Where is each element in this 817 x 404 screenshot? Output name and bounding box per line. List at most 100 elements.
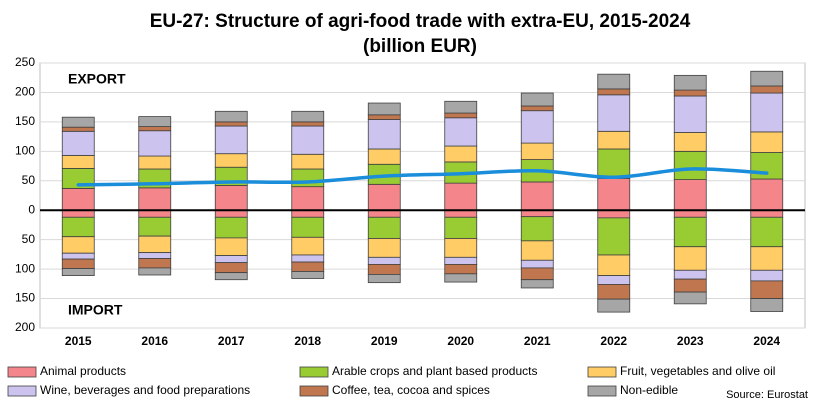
- bar-segment: [597, 178, 631, 211]
- bar-segment: [291, 125, 325, 155]
- bar-segment: [138, 252, 172, 259]
- bar-segment: [750, 246, 784, 271]
- bar-segment: [444, 112, 478, 119]
- bar-segment: [138, 155, 172, 170]
- bar-segment: [673, 150, 707, 180]
- legend-swatch: [7, 366, 37, 378]
- bar-segment: [61, 236, 95, 254]
- bar-segment: [673, 179, 707, 211]
- bar-segment: [138, 187, 172, 211]
- bar-segment: [61, 116, 95, 128]
- bar-segment: [444, 209, 478, 218]
- x-tick-label: 2021: [524, 334, 551, 348]
- x-tick-label: 2016: [141, 334, 168, 348]
- bar-segment: [367, 274, 401, 284]
- legend-label: Arable crops and plant based products: [332, 364, 537, 378]
- bar-segment: [367, 148, 401, 165]
- y-tick-label: 200: [15, 85, 35, 99]
- bar-segment: [750, 298, 784, 312]
- y-tick-label: 250: [15, 55, 35, 69]
- bar-segment: [750, 152, 784, 180]
- bar-segment: [597, 209, 631, 219]
- bar-segment: [61, 252, 95, 260]
- bar-segment: [673, 246, 707, 271]
- bar-segment: [444, 263, 478, 275]
- bar-segment: [520, 110, 554, 144]
- bar-segment: [520, 259, 554, 269]
- chart-subtitle: (billion EUR): [363, 36, 477, 57]
- bar-segment: [520, 142, 554, 160]
- legend-swatch: [587, 385, 617, 397]
- bar-segment: [214, 237, 248, 256]
- bar-segment: [673, 278, 707, 293]
- bar-segment: [214, 110, 248, 123]
- bar-segment: [138, 258, 172, 269]
- bar-segment: [291, 168, 325, 188]
- bar-segment: [138, 216, 172, 237]
- bar-segment: [61, 188, 95, 211]
- bar-segment: [291, 121, 325, 127]
- bar-segment: [444, 182, 478, 211]
- y-tick-label: 0: [28, 202, 35, 216]
- bar-segment: [138, 267, 172, 276]
- bar-segment: [214, 121, 248, 127]
- bar-segment: [597, 94, 631, 132]
- bar-segment: [520, 216, 554, 242]
- bar-segment: [291, 261, 325, 272]
- bar-segment: [367, 209, 401, 218]
- y-tick-label: 100: [15, 144, 35, 158]
- bar-segment: [61, 216, 95, 238]
- bar-segment: [750, 178, 784, 211]
- bar-segment: [367, 216, 401, 239]
- bar-segment: [138, 235, 172, 254]
- bar-segment: [750, 85, 784, 94]
- bar-segment: [520, 267, 554, 281]
- bar-segment: [673, 269, 707, 280]
- bar-segment: [291, 236, 325, 256]
- bar-segment: [750, 209, 784, 218]
- bar-segment: [214, 216, 248, 239]
- legend-swatch: [7, 385, 37, 397]
- bar-segment: [673, 95, 707, 133]
- bar-segment: [61, 268, 95, 276]
- bar-segment: [520, 181, 554, 211]
- bar-segment: [367, 256, 401, 265]
- bar-segment: [214, 272, 248, 281]
- bar-segment: [750, 280, 784, 299]
- legend-label: Animal products: [40, 364, 126, 378]
- bar-segment: [291, 216, 325, 238]
- source: Source: Eurostat: [726, 389, 808, 401]
- bar-segment: [61, 130, 95, 156]
- x-tick-label: 2020: [447, 334, 474, 348]
- bar-segment: [673, 132, 707, 152]
- x-tick-label: 2017: [218, 334, 245, 348]
- bar-segment: [750, 269, 784, 282]
- y-tick-label: 150: [15, 114, 35, 128]
- bar-segment: [520, 92, 554, 107]
- bar-segment: [444, 273, 478, 283]
- bar-segment: [61, 155, 95, 169]
- bar-segment: [520, 279, 554, 289]
- bar-segment: [367, 114, 401, 120]
- x-tick-label: 2018: [294, 334, 321, 348]
- bar-segment: [673, 89, 707, 97]
- x-tick-label: 2022: [600, 334, 627, 348]
- y-tick-label: 150: [15, 291, 35, 305]
- y-tick-label: 100: [15, 261, 35, 275]
- bar-segment: [138, 116, 172, 128]
- bar-segment: [520, 240, 554, 261]
- bar-segment: [138, 130, 172, 157]
- bar-segment: [750, 131, 784, 153]
- bar-segment: [291, 110, 325, 123]
- y-tick-label: 50: [22, 173, 36, 187]
- bar-segment: [673, 291, 707, 305]
- bar-segment: [444, 100, 478, 114]
- bar-segment: [214, 185, 248, 211]
- x-tick-label: 2019: [371, 334, 398, 348]
- bar-segment: [597, 130, 631, 150]
- bar-segment: [444, 145, 478, 163]
- bar-segment: [673, 216, 707, 248]
- bar-segment: [291, 254, 325, 263]
- bar-segment: [750, 92, 784, 133]
